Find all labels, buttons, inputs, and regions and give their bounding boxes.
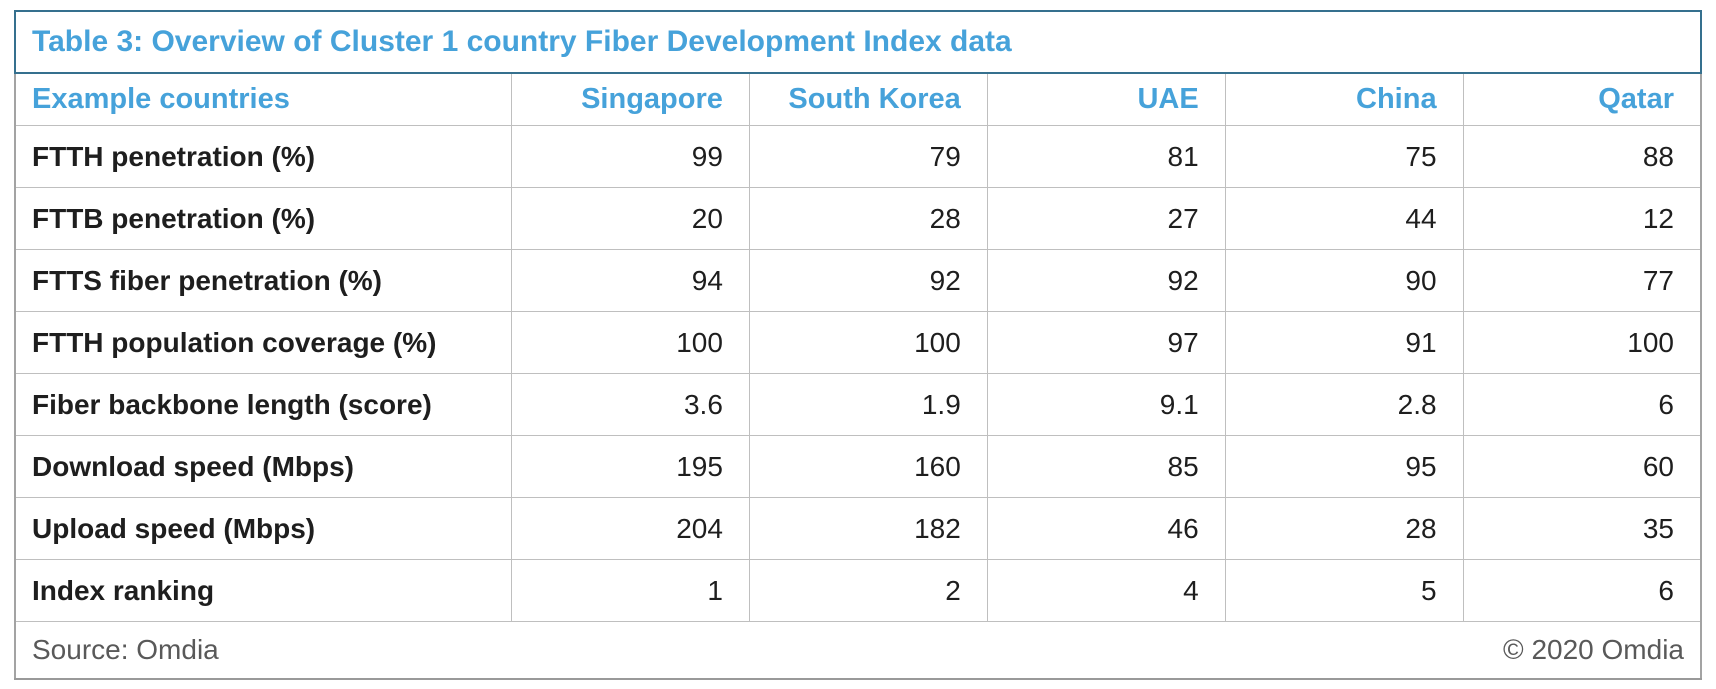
table-title: Table 3: Overview of Cluster 1 country F…	[14, 10, 1702, 74]
cell-value: 94	[511, 249, 750, 312]
cell-value: 27	[986, 187, 1226, 250]
cell-value: 4	[986, 559, 1226, 622]
column-header: South Korea	[748, 72, 988, 126]
cell-value: 79	[748, 125, 988, 188]
cell-value: 88	[1462, 125, 1702, 188]
cell-value: 9.1	[986, 373, 1226, 436]
row-label: FTTS fiber penetration (%)	[14, 249, 513, 312]
row-label: FTTB penetration (%)	[14, 187, 513, 250]
table-title-row: Table 3: Overview of Cluster 1 country F…	[14, 10, 1702, 74]
cell-value: 100	[511, 311, 750, 374]
cell-value: 195	[511, 435, 750, 498]
cell-value: 90	[1224, 249, 1464, 312]
table-row: FTTB penetration (%) 20 28 27 44 12	[14, 187, 1702, 250]
row-label: FTTH population coverage (%)	[14, 311, 513, 374]
cell-value: 97	[986, 311, 1226, 374]
table-row: Fiber backbone length (score) 3.6 1.9 9.1 2.…	[14, 373, 1702, 436]
cell-value: 60	[1462, 435, 1702, 498]
cell-value: 95	[1224, 435, 1464, 498]
column-header: China	[1224, 72, 1464, 126]
cell-value: 28	[748, 187, 988, 250]
row-header-column-label: Example countries	[14, 72, 513, 126]
cell-value: 46	[986, 497, 1226, 560]
cell-value: 92	[748, 249, 988, 312]
row-label: Index ranking	[14, 559, 513, 622]
table-row: FTTH population coverage (%) 100 100 97 91 10…	[14, 311, 1702, 374]
cell-value: 20	[511, 187, 750, 250]
table-row: Upload speed (Mbps) 204 182 46 28 35	[14, 497, 1702, 560]
cell-value: 204	[511, 497, 750, 560]
cell-value: 6	[1462, 373, 1702, 436]
cell-value: 81	[986, 125, 1226, 188]
cell-value: 5	[1224, 559, 1464, 622]
table-body: FTTH penetration (%) 99 79 81 75 88 FTTB penet…	[14, 125, 1702, 622]
table-row: FTTH penetration (%) 99 79 81 75 88	[14, 125, 1702, 188]
column-header: UAE	[986, 72, 1226, 126]
cell-value: 77	[1462, 249, 1702, 312]
source-note: Source: Omdia	[13, 621, 988, 680]
cell-value: 91	[1224, 311, 1464, 374]
cell-value: 2.8	[1224, 373, 1464, 436]
cell-value: 182	[748, 497, 988, 560]
copyright-note: © 2020 Omdia	[987, 621, 1702, 680]
cell-value: 100	[1462, 311, 1702, 374]
fiber-development-index-table: Table 3: Overview of Cluster 1 country F…	[13, 10, 1702, 680]
column-header: Qatar	[1462, 72, 1702, 126]
table-row: Download speed (Mbps) 195 160 85 95 60	[14, 435, 1702, 498]
table-row: Index ranking 1 2 4 5 6	[14, 559, 1702, 622]
cell-value: 35	[1462, 497, 1702, 560]
cell-value: 92	[986, 249, 1226, 312]
row-label: Upload speed (Mbps)	[14, 497, 513, 560]
cell-value: 28	[1224, 497, 1464, 560]
column-header: Singapore	[511, 72, 750, 126]
cell-value: 1	[511, 559, 750, 622]
cell-value: 3.6	[511, 373, 750, 436]
cell-value: 100	[748, 311, 988, 374]
table-row: FTTS fiber penetration (%) 94 92 92 90 77	[14, 249, 1702, 312]
cell-value: 99	[511, 125, 750, 188]
row-label: FTTH penetration (%)	[14, 125, 513, 188]
header-row: Example countries Singapore South Korea UAE…	[14, 72, 1702, 126]
row-label: Fiber backbone length (score)	[14, 373, 513, 436]
cell-value: 160	[748, 435, 988, 498]
footer-row: Source: Omdia © 2020 Omdia	[13, 621, 1702, 680]
cell-value: 6	[1462, 559, 1702, 622]
cell-value: 75	[1224, 125, 1464, 188]
cell-value: 1.9	[748, 373, 988, 436]
cell-value: 2	[748, 559, 988, 622]
row-label: Download speed (Mbps)	[14, 435, 513, 498]
cell-value: 44	[1224, 187, 1464, 250]
cell-value: 12	[1462, 187, 1702, 250]
cell-value: 85	[986, 435, 1226, 498]
